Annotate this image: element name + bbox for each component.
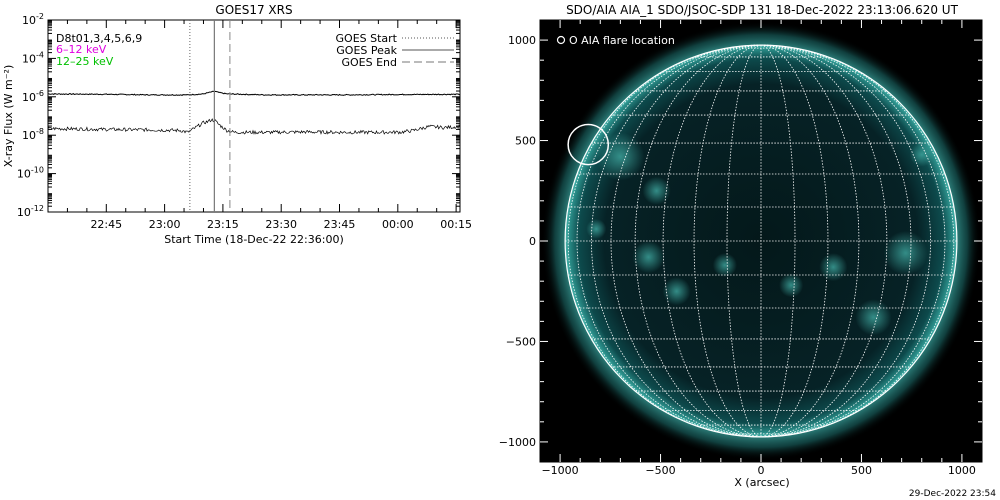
heliographic-grid [565, 44, 957, 438]
x-tick-label: 0 [758, 464, 765, 477]
y-tick-label: 1000 [508, 34, 536, 47]
aia-image-panel: SDO/AIA AIA_1 SDO/JSOC-SDP 131 18-Dec-20… [499, 3, 983, 489]
legend-left: D8t01,3,4,5,6,9 6–12 keV 12–25 keV [56, 32, 142, 68]
y-tick-label: 10-2 [22, 12, 44, 27]
x-tick-labels: 22:45 23:00 23:15 23:30 23:45 00:00 00:15 [90, 218, 472, 231]
legend-right: GOES Start GOES Peak GOES End [336, 32, 454, 69]
y-tick-label: 10-8 [22, 127, 44, 142]
axis-ticks [48, 19, 460, 213]
y-tick-label: 10-10 [17, 166, 44, 181]
longitude-line [760, 44, 829, 438]
active-region-glow [779, 273, 804, 298]
flare-location-legend: O AIA flare location [569, 34, 675, 47]
flux-series [48, 90, 460, 135]
legend-goes-peak: GOES Peak [336, 44, 397, 57]
series-line-long [48, 90, 460, 96]
event-lines [189, 20, 231, 212]
active-region-glow [883, 230, 928, 276]
x-tick-label: 00:00 [382, 218, 414, 231]
solar-disk [541, 21, 981, 461]
image-axis-ticks: −1000 −500 0 500 1000 −1000 −500 0 500 1000 [499, 20, 982, 477]
x-tick-label: 23:15 [207, 218, 239, 231]
longitude-line [760, 44, 946, 438]
goes-xrs-chart: GOES17 XRS 10-12 10-10 10-8 10-6 10-4 10-2 22… [2, 3, 472, 246]
y-tick-label: 10-12 [17, 204, 44, 219]
active-region-glow [642, 176, 671, 205]
longitude-line [760, 44, 955, 438]
y-tick-label: 0 [529, 235, 536, 248]
chart-title: GOES17 XRS [215, 3, 292, 17]
active-region-glow [855, 299, 892, 336]
detector-label: D8t01,3,4,5,6,9 [56, 32, 142, 45]
y-tick-label: 10-4 [22, 50, 44, 65]
image-x-axis-label: X (arcsec) [734, 476, 789, 489]
flare-location-circle [567, 123, 610, 166]
legend-6-12kev: 6–12 keV [56, 43, 107, 56]
active-region-glow [712, 253, 737, 278]
image-title: SDO/AIA AIA_1 SDO/JSOC-SDP 131 18-Dec-20… [566, 3, 959, 17]
x-tick-label: 00:15 [440, 218, 472, 231]
series-line-short [48, 118, 460, 135]
longitude-line [760, 44, 888, 438]
longitude-line [662, 44, 762, 438]
y-tick-label: 10-6 [22, 89, 44, 104]
active-region-glow [819, 253, 848, 282]
x-axis-label: Start Time (18-Dec-22 22:36:00) [164, 233, 344, 246]
y-tick-label: −500 [506, 335, 536, 348]
x-tick-label: 23:30 [265, 218, 297, 231]
longitude-line [576, 44, 762, 438]
plot-frame [47, 19, 461, 213]
legend-12-25kev: 12–25 keV [56, 55, 114, 68]
legend-goes-start: GOES Start [336, 32, 398, 45]
x-tick-label: −500 [645, 464, 675, 477]
longitude-line [567, 44, 762, 438]
longitude-line [693, 44, 762, 438]
x-tick-label: 23:45 [324, 218, 356, 231]
footer-date: 29-Dec-2022 23:54 [909, 489, 996, 499]
x-tick-label: 500 [851, 464, 872, 477]
legend-marker-icon [556, 35, 566, 45]
x-tick-label: 1000 [948, 464, 976, 477]
x-tick-label: −1000 [541, 464, 578, 477]
x-tick-label: 23:00 [149, 218, 181, 231]
longitude-line [760, 44, 860, 438]
y-tick-label: −1000 [499, 436, 536, 449]
x-tick-label: 22:45 [90, 218, 122, 231]
y-tick-label: 500 [515, 135, 536, 148]
longitude-line [760, 44, 796, 438]
longitude-line [634, 44, 762, 438]
y-axis-label: X-ray Flux (W m⁻²) [2, 65, 15, 167]
y-tick-labels: 10-12 10-10 10-8 10-6 10-4 10-2 [17, 12, 44, 219]
active-region-glow [662, 277, 691, 306]
legend-goes-end: GOES End [341, 56, 397, 69]
longitude-line [726, 44, 762, 438]
active-region-glow [632, 241, 665, 274]
active-region-glow [586, 218, 607, 239]
